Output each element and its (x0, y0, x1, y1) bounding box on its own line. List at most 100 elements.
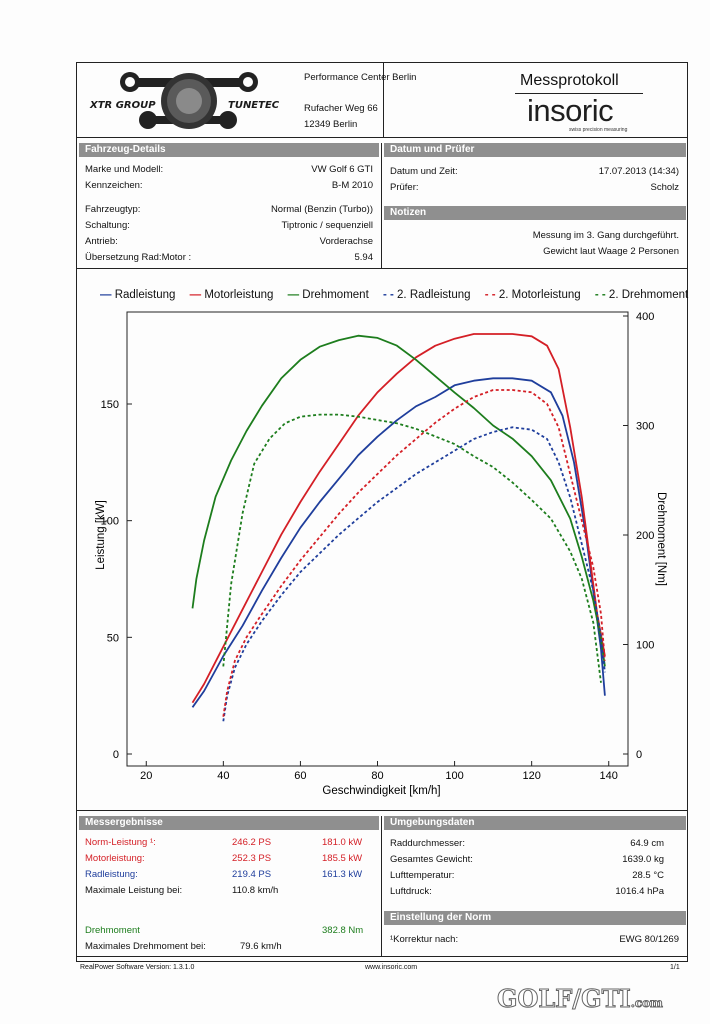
results-top-line (76, 810, 688, 811)
vehicle-value-1: B-M 2010 (331, 180, 373, 191)
legend-item-motorleistung: — Motorleistung (189, 289, 274, 301)
y-tick-label: 150 (101, 399, 119, 411)
x-axis-label: Geschwindigkeit [km/h] (322, 785, 440, 797)
vehicle-value-2: Normal (Benzin (Turbo)) (270, 204, 373, 215)
title-underline (515, 93, 643, 94)
series-line-drehmoment (191, 334, 606, 667)
results-bottom-line (76, 956, 688, 957)
y2-tick-label: 0 (636, 749, 642, 761)
wheel-power-ps: 219.4 PS (232, 869, 272, 880)
svg-text:XTR GROUP: XTR GROUP (89, 100, 156, 111)
legend-item-radleistung: — Radleistung (100, 289, 176, 301)
env-value-3: 1016.4 hPa (615, 886, 664, 897)
series-line-2-motorleistung (222, 389, 606, 717)
norm-power-kw: 181.0 kW (322, 837, 363, 848)
details-divider (381, 143, 382, 268)
footer-url: www.insoric.com (365, 964, 418, 971)
y2-tick-label: 100 (636, 640, 654, 652)
header-bottom-line (76, 137, 688, 138)
vehicle-label-0: Marke und Modell: (85, 164, 164, 175)
series-line-radleistung (191, 377, 606, 708)
series-line-2-drehmoment (222, 413, 602, 683)
env-label-0: Raddurchmesser: (390, 838, 465, 849)
company-name: Performance Center Berlin (304, 72, 417, 83)
date-value-0: 17.07.2013 (14:34) (598, 166, 679, 177)
max-power-at-value: 110.8 km/h (232, 885, 279, 896)
torque-label: Drehmoment (85, 925, 140, 936)
software-version: RealPower Software Version: 1.3.1.0 (80, 964, 195, 971)
motor-power-label: Motorleistung: (85, 853, 145, 864)
vehicle-value-4: Vorderachse (319, 236, 373, 247)
motor-power-ps: 252.3 PS (232, 853, 272, 864)
watermark-logo: GOLF/GTI.com (496, 984, 663, 1014)
details-bottom-line (76, 268, 688, 269)
norm-power-label: Norm-Leistung ¹: (85, 837, 156, 848)
env-value-0: 64.9 cm (630, 838, 664, 849)
x-tick-label: 120 (522, 770, 540, 782)
date-section-header: Datum und Prüfer (384, 143, 686, 157)
x-tick-label: 40 (217, 770, 229, 782)
y-axis-label: Leistung [kW] (95, 500, 107, 570)
env-value-1: 1639.0 kg (622, 854, 664, 865)
y-tick-label: 50 (107, 632, 119, 644)
x-tick-label: 20 (140, 770, 152, 782)
company-city: 12349 Berlin (304, 119, 358, 130)
series-line-2-radleistung (222, 426, 606, 722)
mechanic-logo-icon: XTR GROUP TUNETEC (89, 72, 280, 129)
logo-left: XTR GROUP TUNETEC (88, 68, 288, 134)
plot-frame (126, 311, 629, 767)
y-tick-label: 100 (101, 516, 119, 528)
notes-line-2: Gewicht laut Waage 2 Personen (543, 246, 679, 257)
results-section-header: Messergebnisse (79, 816, 379, 830)
brand-tagline: swiss precision measuring (569, 127, 628, 133)
legend-item-2-radleistung: - - 2. Radleistung (382, 289, 471, 301)
company-street: Rufacher Weg 66 (304, 103, 378, 114)
max-torque-at-value: 79.6 km/h (240, 941, 282, 952)
y2-tick-label: 400 (636, 311, 654, 323)
y2-tick-label: 200 (636, 530, 654, 542)
env-label-1: Gesamtes Gewicht: (390, 854, 473, 865)
vehicle-label-2: Fahrzeugtyp: (85, 204, 141, 215)
date-value-1: Scholz (650, 182, 679, 193)
max-torque-at-label: Maximales Drehmoment bei: (85, 941, 206, 952)
legend-item-drehmoment: — Drehmoment (287, 289, 369, 301)
legend-item-2-drehmoment: - - 2. Drehmoment (594, 289, 689, 301)
vehicle-label-3: Schaltung: (85, 220, 130, 231)
date-label-1: Prüfer: (390, 182, 419, 193)
notes-section-header: Notizen (384, 206, 686, 220)
vehicle-value-5: 5.94 (354, 252, 374, 263)
notes-line-1: Messung im 3. Gang durchgeführt. (532, 230, 679, 241)
torque-value: 382.8 Nm (322, 925, 364, 936)
environment-section-header: Umgebungsdaten (384, 816, 686, 830)
x-tick-label: 60 (294, 770, 306, 782)
legend-item-2-motorleistung: - - 2. Motorleistung (484, 289, 581, 301)
vehicle-label-1: Kennzeichen: (85, 180, 143, 191)
motor-power-kw: 185.5 kW (322, 853, 363, 864)
page-number: 1/1 (670, 964, 680, 971)
vehicle-value-3: Tiptronic / sequenziell (281, 220, 373, 231)
y2-axis-label: Drehmoment [Nm] (655, 492, 667, 586)
x-tick-label: 140 (600, 770, 618, 782)
vehicle-section-header: Fahrzeug-Details (79, 143, 379, 157)
report-frame (76, 62, 688, 962)
series-line-motorleistung (191, 333, 606, 704)
env-label-3: Luftdruck: (390, 886, 432, 897)
norm-power-ps: 246.2 PS (232, 837, 272, 848)
x-tick-label: 80 (371, 770, 383, 782)
env-label-2: Lufttemperatur: (390, 870, 455, 881)
wheel-power-label: Radleistung: (85, 869, 138, 880)
chart-legend: — Radleistung — Motorleistung — Drehmome… (100, 289, 688, 301)
vehicle-value-0: VW Golf 6 GTI (311, 164, 373, 175)
max-power-at-label: Maximale Leistung bei: (85, 885, 183, 896)
wheel-power-kw: 161.3 kW (322, 869, 363, 880)
x-tick-label: 100 (445, 770, 463, 782)
svg-text:TUNETEC: TUNETEC (228, 100, 280, 111)
norm-correction-label: ¹Korrektur nach: (390, 934, 459, 945)
date-label-0: Datum und Zeit: (390, 166, 458, 177)
y2-tick-label: 300 (636, 421, 654, 433)
norm-section-header: Einstellung der Norm (384, 911, 686, 925)
brand-logo: insoric (527, 93, 614, 128)
results-divider (381, 816, 382, 956)
report-title: Messprotokoll (520, 72, 619, 89)
